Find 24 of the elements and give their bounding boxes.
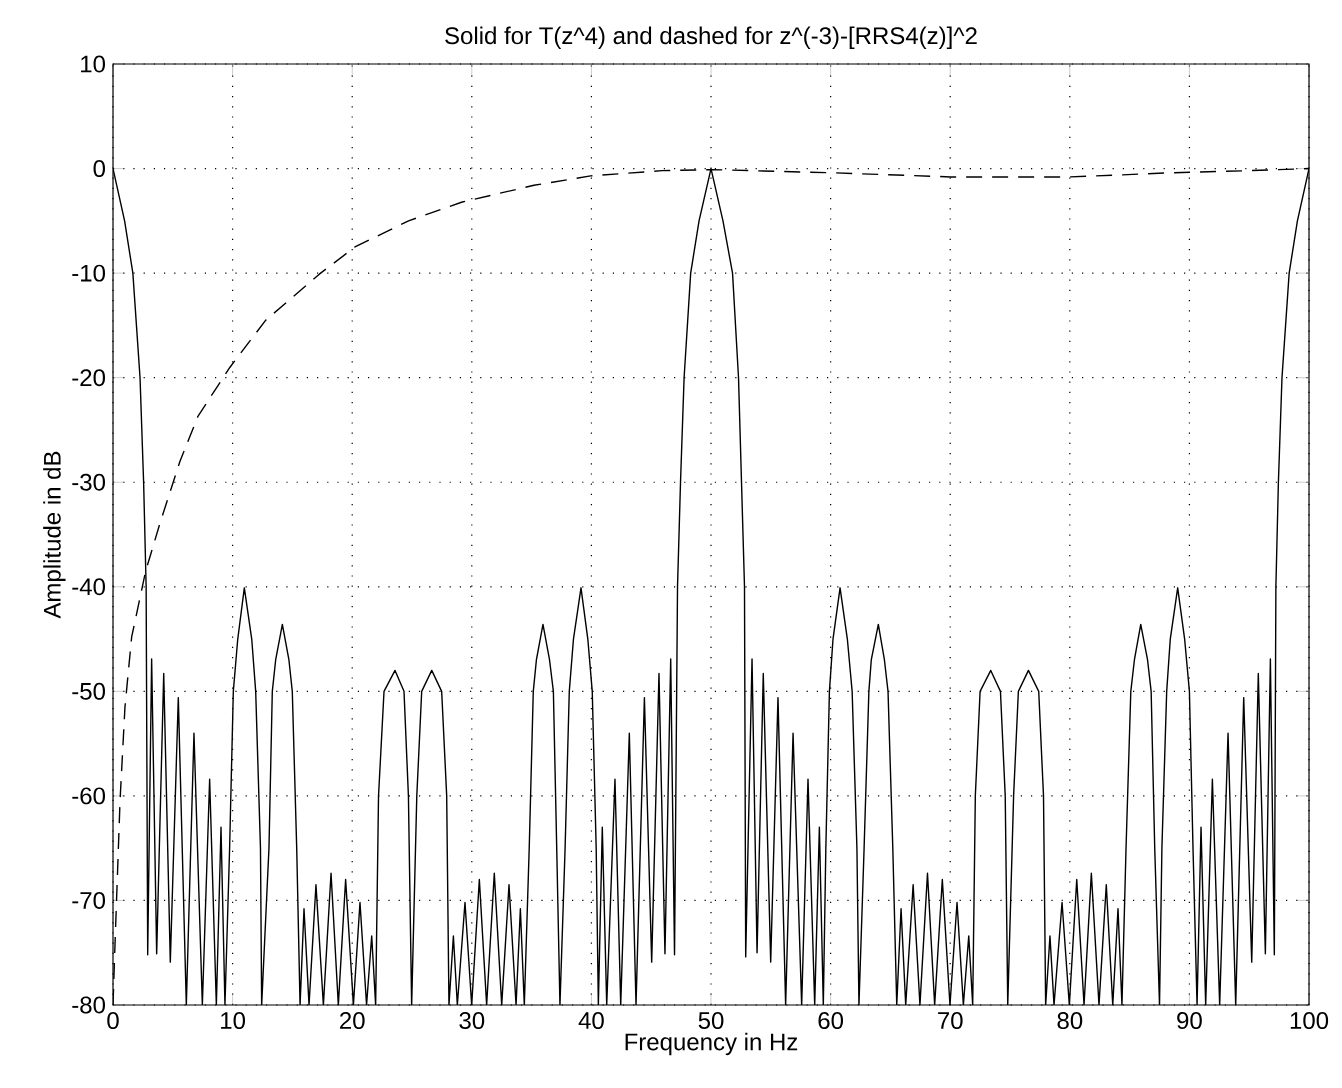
y-tick-label: -60 [72, 787, 106, 805]
x-tick-label: 90 [1177, 1012, 1202, 1030]
x-tick-label: 50 [698, 1012, 724, 1030]
y-tick-label: -10 [72, 264, 106, 282]
x-tick-label: 0 [107, 1012, 119, 1030]
x-tick-label: 80 [1057, 1012, 1083, 1030]
y-tick-label: -80 [72, 996, 106, 1014]
y-tick-label: -20 [72, 369, 106, 387]
x-tick-label: 30 [459, 1012, 485, 1030]
chart-title: Solid for T(z^4) and dashed for z^(-3)-[RRS4(z)]^2 [445, 26, 977, 49]
y-tick-label: 10 [81, 55, 106, 73]
y-tick-label: -40 [72, 578, 106, 596]
x-tick-label: 40 [578, 1012, 604, 1030]
x-axis-title: Frequency in Hz [625, 1032, 798, 1056]
x-tick-label: 20 [340, 1012, 365, 1030]
y-axis-title: Amplitude in dB [43, 451, 66, 619]
y-tick-label: -70 [72, 891, 106, 909]
x-tick-label: 100 [1290, 1012, 1329, 1030]
x-tick-label: 70 [938, 1012, 963, 1030]
y-tick-label: -50 [72, 682, 106, 700]
y-tick-label: 0 [93, 160, 106, 178]
x-tick-label: 60 [818, 1012, 844, 1030]
x-tick-label: 10 [221, 1012, 246, 1030]
y-tick-label: -30 [72, 473, 106, 491]
